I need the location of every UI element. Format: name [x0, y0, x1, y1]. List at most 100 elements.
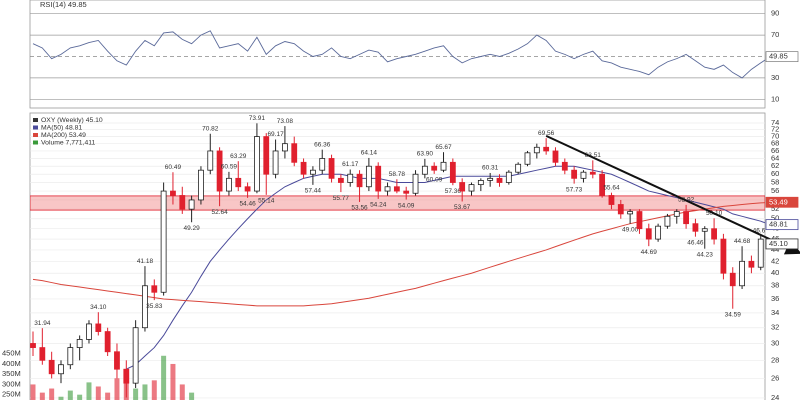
high-label: 60.31 — [482, 165, 499, 172]
rsi-tick-label: 30 — [771, 73, 779, 82]
y-tick-label: 50 — [771, 214, 779, 223]
y-tick-label: 66 — [771, 146, 779, 155]
candle-body — [179, 195, 186, 210]
candle-body — [86, 323, 92, 340]
candle-body — [170, 190, 176, 196]
candle-body — [114, 351, 120, 370]
candle-body — [580, 171, 587, 179]
high-label: 73.08 — [277, 118, 294, 125]
high-label: 44.68 — [734, 238, 751, 245]
high-label: 63.51 — [585, 152, 602, 159]
candle-body — [151, 285, 158, 293]
candle-body — [309, 169, 316, 175]
y-tick-label: 40 — [771, 268, 779, 277]
low-label: 44.23 — [697, 251, 714, 258]
support-zone — [30, 195, 765, 211]
high-label: 31.94 — [34, 320, 51, 327]
candle-body — [645, 228, 652, 240]
candle-body — [67, 347, 74, 366]
candle-body — [282, 143, 288, 152]
low-label: 53.56 — [351, 205, 368, 212]
volume-bar — [161, 355, 167, 400]
high-label: 65.67 — [435, 144, 452, 151]
candle-body — [720, 238, 727, 274]
y-tick-label: 68 — [771, 139, 779, 148]
candle-body — [561, 161, 568, 171]
low-label: 57.44 — [305, 188, 322, 195]
candle-body — [328, 158, 335, 179]
candle-body — [468, 184, 475, 192]
moving-average — [32, 202, 765, 307]
volume-bar — [105, 392, 111, 400]
candle-body — [589, 171, 596, 175]
candle-body — [235, 177, 242, 188]
candle-body — [142, 285, 148, 329]
y-tick-label: 34 — [771, 308, 779, 317]
moving-average — [126, 165, 765, 370]
volume-tick-label: 350M — [2, 369, 21, 378]
candle-body — [655, 225, 662, 240]
legend-swatch — [33, 118, 38, 122]
volume-bar — [86, 382, 92, 400]
low-label: 52.64 — [211, 209, 228, 216]
candle-body — [300, 161, 307, 175]
volume-bar — [49, 388, 55, 400]
low-label: 44.69 — [641, 249, 658, 256]
low-label: 55.77 — [333, 195, 350, 202]
low-label: 57.36 — [445, 188, 462, 195]
volume-bar — [170, 363, 176, 400]
high-label: 46.64 — [753, 227, 770, 234]
candle-body — [571, 169, 578, 179]
candle-body — [543, 146, 550, 152]
legend-label: MA(200) 53.49 — [41, 132, 86, 139]
volume-tick-label: 400M — [2, 359, 21, 368]
candle-body — [729, 272, 736, 287]
ma-tag-label: 48.81 — [769, 220, 788, 229]
candle-body — [636, 211, 643, 230]
legend-label: MA(50) 48.81 — [41, 124, 82, 131]
low-label: 49.00 — [622, 226, 639, 233]
price-plot: 31.94 34.10 41.18 35.83 60.49 49.29 70.82 52.64… — [30, 115, 770, 400]
legend-label: OXY (Weekly) 45.10 — [41, 117, 103, 124]
candle-body — [58, 364, 64, 375]
ma-tag — [765, 219, 799, 231]
candle-body — [216, 150, 223, 192]
candle-body — [533, 146, 540, 154]
trendline — [545, 134, 800, 255]
candle-body — [48, 359, 55, 375]
candle-body — [608, 195, 615, 205]
y-tick-label: 24 — [771, 393, 779, 400]
volume-bar — [114, 378, 120, 400]
low-label: 34.59 — [725, 311, 742, 318]
candle-body — [365, 165, 372, 188]
candle-body — [599, 173, 606, 196]
high-label: 63.90 — [417, 151, 434, 158]
low-label: 46.46 — [687, 239, 704, 246]
y-tick-label: 70 — [771, 132, 779, 141]
legend-swatch — [33, 140, 38, 145]
high-label: 58.78 — [389, 171, 406, 178]
y-tick-label: 38 — [771, 281, 779, 290]
high-label: 64.14 — [361, 150, 378, 157]
volume-bar — [179, 384, 185, 400]
candle-body — [421, 165, 428, 175]
candle-body — [757, 238, 764, 268]
rsi-plot — [30, 13, 765, 100]
volume-bar — [67, 390, 73, 400]
rsi-legend: RSI(14) 49.85 — [40, 0, 87, 9]
low-label: 54.09 — [398, 202, 415, 209]
candle-body — [711, 228, 717, 240]
legend-swatch — [33, 125, 38, 130]
volume-tick-label: 250M — [2, 390, 21, 399]
candle-body — [617, 204, 624, 215]
candle-body — [207, 150, 214, 171]
y-tick-label: 56 — [771, 186, 779, 195]
rsi-tag-label: 49.85 — [769, 52, 788, 61]
low-label: 49.29 — [183, 225, 200, 232]
candle-body — [393, 186, 400, 192]
candle-body — [701, 228, 708, 232]
candle-body — [692, 223, 699, 232]
y-tick-label: 52 — [771, 204, 779, 213]
candle-body — [39, 347, 46, 361]
